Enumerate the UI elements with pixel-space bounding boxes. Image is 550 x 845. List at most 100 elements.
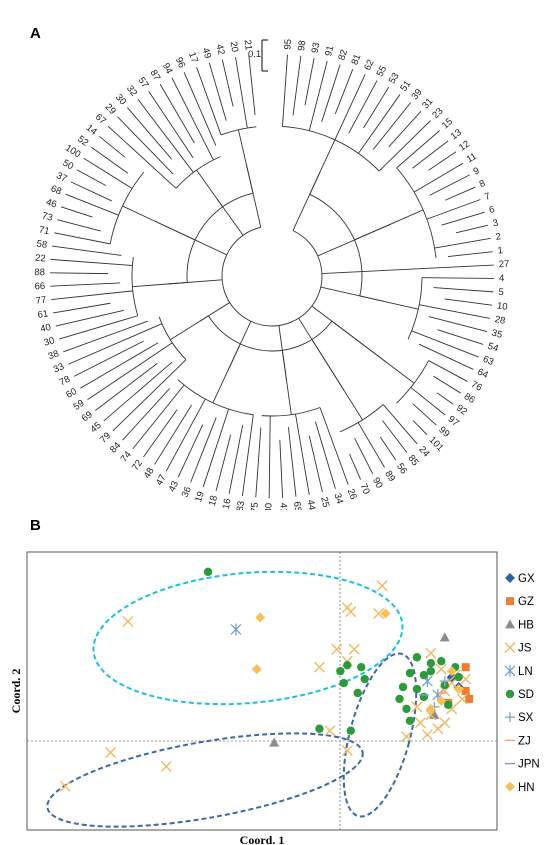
cluster-ellipse-lower-left bbox=[46, 732, 364, 828]
branch bbox=[68, 323, 163, 365]
leaf-label: 80 bbox=[263, 503, 274, 510]
leaf-label: 10 bbox=[496, 300, 508, 312]
legend-label-jpn: JPN bbox=[518, 759, 540, 771]
point-js bbox=[324, 725, 336, 737]
point-hb bbox=[439, 632, 450, 642]
leaf-label: 42 bbox=[213, 43, 226, 56]
branch bbox=[268, 415, 271, 498]
leaf-label: 26 bbox=[345, 487, 359, 501]
branch bbox=[50, 282, 121, 287]
branch bbox=[418, 343, 474, 370]
leaf-label: 43 bbox=[167, 479, 181, 493]
branch bbox=[354, 437, 374, 475]
branch bbox=[317, 223, 392, 257]
point-hn bbox=[380, 608, 391, 619]
leaf-label: 13 bbox=[449, 127, 464, 142]
leaf-label: 30 bbox=[43, 335, 56, 349]
leaf-label: 39 bbox=[410, 87, 425, 102]
branch bbox=[127, 107, 173, 160]
point-sd bbox=[398, 682, 408, 692]
leaf-label: 16 bbox=[221, 498, 234, 510]
branch bbox=[170, 320, 201, 341]
leaf-label: 4 bbox=[499, 273, 504, 284]
point-sd bbox=[339, 678, 349, 688]
leaf-label: 33 bbox=[52, 361, 66, 375]
branch bbox=[308, 435, 323, 493]
branch bbox=[159, 84, 195, 144]
leaf-label: 70 bbox=[358, 482, 372, 496]
branch bbox=[433, 287, 494, 293]
point-sd bbox=[444, 700, 453, 710]
branch bbox=[433, 375, 461, 394]
point-sd bbox=[402, 704, 411, 714]
branch bbox=[321, 64, 341, 122]
branch bbox=[99, 136, 126, 158]
leaf-label: 2 bbox=[495, 231, 502, 243]
leaf-label: 88 bbox=[34, 267, 45, 278]
point-js bbox=[414, 717, 426, 729]
branch bbox=[165, 398, 206, 472]
leaf-label: 97 bbox=[446, 414, 461, 429]
branch bbox=[117, 116, 174, 175]
branch bbox=[311, 305, 387, 363]
leaf-label: 9 bbox=[472, 165, 482, 177]
leaf-label: 1 bbox=[497, 245, 503, 257]
leaf-label: 46 bbox=[45, 197, 58, 211]
branch bbox=[319, 407, 349, 485]
leaf-label: 14 bbox=[84, 122, 99, 137]
branch bbox=[65, 193, 119, 216]
leaf-label: 19 bbox=[193, 490, 207, 503]
point-hn bbox=[251, 664, 262, 675]
point-js bbox=[331, 643, 343, 655]
point-sd bbox=[336, 666, 345, 676]
legend: GX GZ HB JS LN SD SX ZJ JPN HN bbox=[504, 573, 540, 794]
branch bbox=[237, 129, 247, 165]
leaf-label: 98 bbox=[296, 40, 308, 52]
leaf-label: 92 bbox=[454, 403, 469, 418]
branch bbox=[51, 245, 122, 256]
branch bbox=[235, 56, 248, 129]
leaf-label: 82 bbox=[336, 48, 350, 61]
branch bbox=[385, 361, 415, 384]
legend-label-js: JS bbox=[518, 643, 532, 655]
point-hn bbox=[446, 666, 457, 677]
leaf-label: 48 bbox=[142, 466, 157, 481]
branch bbox=[132, 384, 185, 450]
legend-marker-js bbox=[504, 642, 516, 654]
branch bbox=[122, 205, 155, 222]
tree-leaf-labels: 95 98 93 91 82 816255535139312315131211987632… bbox=[34, 39, 509, 510]
point-js bbox=[122, 616, 134, 627]
legend-marker-hb bbox=[505, 619, 515, 629]
leaf-label: 45 bbox=[88, 420, 103, 435]
leaf-label: 18 bbox=[207, 494, 220, 507]
leaf-label: 44 bbox=[305, 499, 318, 510]
legend-label-gx: GX bbox=[518, 573, 535, 585]
point-sd bbox=[395, 694, 404, 704]
legend-label-hn: HN bbox=[518, 782, 535, 794]
point-js bbox=[439, 717, 451, 729]
point-sd bbox=[412, 684, 422, 694]
dendrogram-panel: A 0.1 95 98 93 91 82 816255535139312315131211… bbox=[30, 25, 510, 510]
leaf-label: 34 bbox=[332, 492, 346, 505]
branch bbox=[241, 414, 254, 497]
branch bbox=[334, 69, 354, 115]
leaf-label: 89 bbox=[382, 469, 397, 484]
leaf-label: 17 bbox=[186, 51, 200, 65]
branch bbox=[228, 425, 244, 494]
point-js bbox=[411, 701, 423, 713]
branch bbox=[122, 388, 171, 441]
branch bbox=[282, 54, 288, 127]
scale-bar-label: 0.1 bbox=[248, 49, 261, 60]
legend-label-sx: SX bbox=[518, 712, 534, 724]
leaf-label: 20 bbox=[227, 41, 240, 53]
leaf-label: 78 bbox=[58, 374, 72, 389]
leaf-label: 93 bbox=[310, 42, 323, 54]
branch bbox=[255, 427, 262, 498]
legend-marker-ln bbox=[504, 664, 516, 677]
leaf-label: 77 bbox=[35, 295, 47, 307]
point-sd bbox=[454, 672, 463, 682]
x-axis-title: Coord. 1 bbox=[240, 833, 285, 845]
leaf-label: 99 bbox=[436, 424, 451, 439]
leaf-label: 79 bbox=[98, 430, 113, 445]
branch bbox=[292, 171, 321, 231]
